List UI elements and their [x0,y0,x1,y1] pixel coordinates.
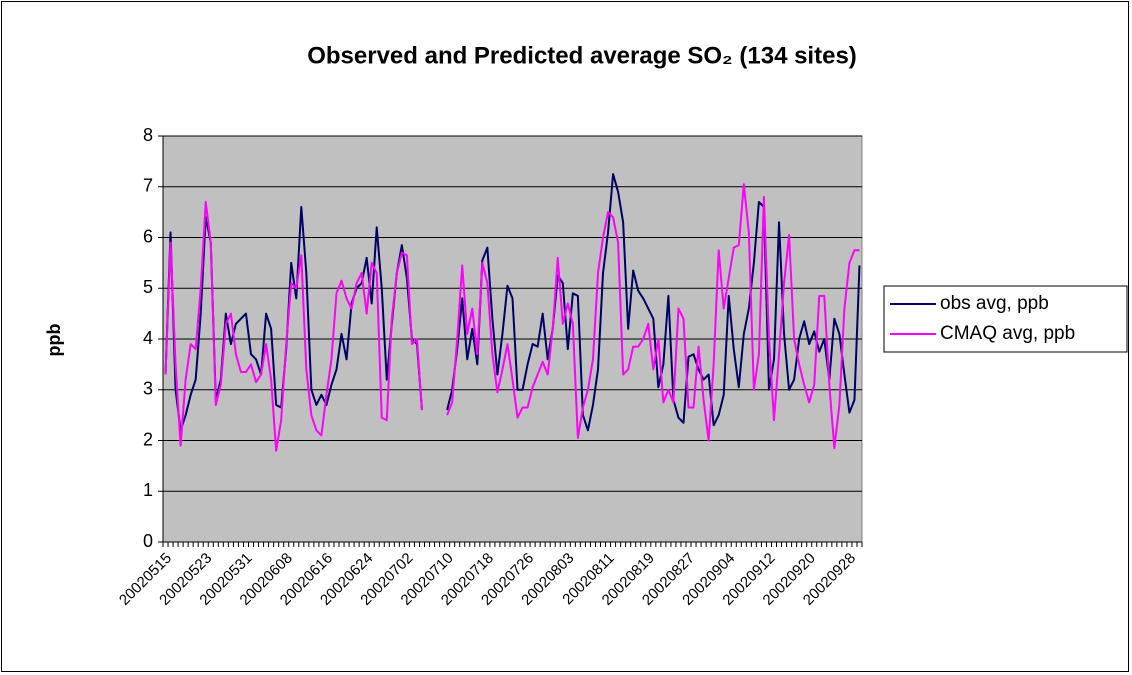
chart-title: Observed and Predicted average SO₂ (134 … [307,42,857,69]
y-tick-label: 6 [143,226,153,246]
y-tick-label: 3 [143,379,153,399]
series-line [164,183,860,452]
y-tick-label: 7 [143,176,153,196]
y-tick-label: 8 [143,125,153,145]
legend-label: obs avg, ppb [940,293,1049,314]
y-tick-label: 1 [143,480,153,500]
y-axis-label: ppb [44,324,64,357]
y-tick-label: 2 [143,429,153,449]
legend-box [883,285,1128,353]
y-tick-label: 0 [143,531,153,551]
legend-label: CMAQ avg, ppb [940,323,1075,344]
y-tick-label: 5 [143,277,153,297]
y-tick-label: 4 [143,328,153,348]
